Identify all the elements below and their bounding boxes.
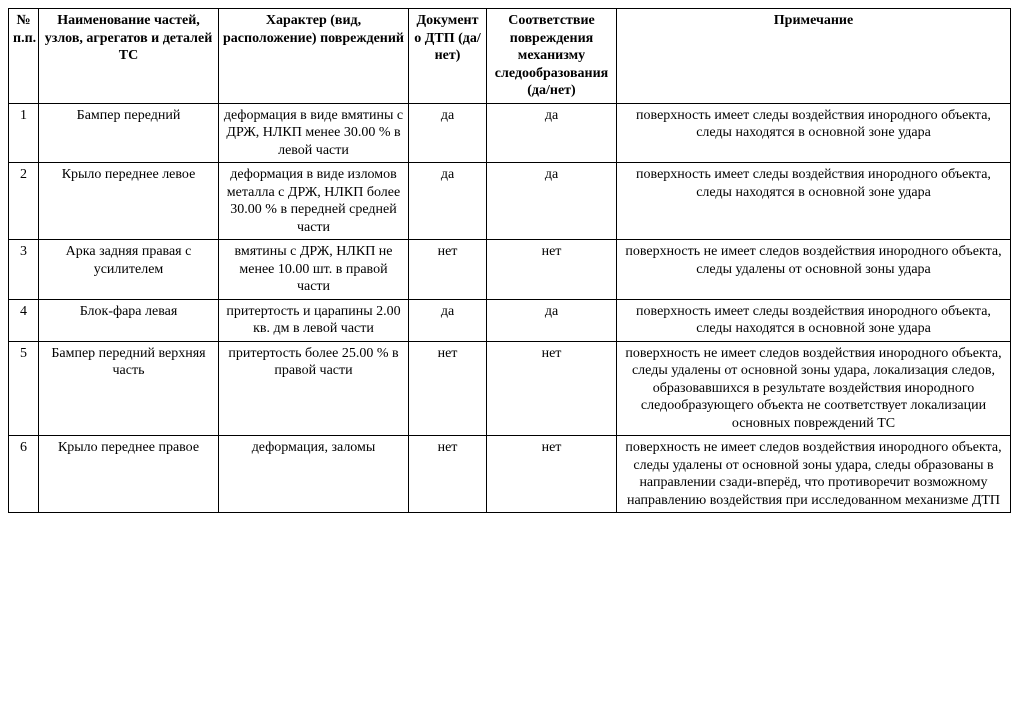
table-row: 4 Блок-фара левая притертость и царапины… [9,299,1011,341]
cell-doc: нет [409,341,487,436]
cell-damage: вмятины с ДРЖ, НЛКП не менее 10.00 шт. в… [219,240,409,300]
table-header-row: № п.п. Наименование частей, узлов, агрег… [9,9,1011,104]
cell-note: поверхность имеет следы воздействия инор… [617,163,1011,240]
table-row: 3 Арка задняя правая с усилителем вмятин… [9,240,1011,300]
cell-num: 4 [9,299,39,341]
cell-part: Бампер передний верхняя часть [39,341,219,436]
cell-mech: нет [487,240,617,300]
table-row: 5 Бампер передний верхняя часть притерто… [9,341,1011,436]
cell-mech: да [487,163,617,240]
cell-note: поверхность не имеет следов воздействия … [617,240,1011,300]
cell-damage: притертость более 25.00 % в правой части [219,341,409,436]
cell-doc: нет [409,436,487,513]
cell-note: поверхность не имеет следов воздействия … [617,341,1011,436]
cell-damage: притертость и царапины 2.00 кв. дм в лев… [219,299,409,341]
cell-damage: деформация в виде вмятины с ДРЖ, НЛКП ме… [219,103,409,163]
cell-damage: деформация, заломы [219,436,409,513]
col-header-damage: Характер (вид, расположение) повреждений [219,9,409,104]
col-header-mech: Соответствие повреждения механизму следо… [487,9,617,104]
cell-doc: нет [409,240,487,300]
col-header-doc: Документ о ДТП (да/нет) [409,9,487,104]
cell-part: Бампер передний [39,103,219,163]
cell-num: 5 [9,341,39,436]
table-row: 2 Крыло переднее левое деформация в виде… [9,163,1011,240]
cell-num: 1 [9,103,39,163]
cell-part: Крыло переднее левое [39,163,219,240]
cell-part: Арка задняя правая с усилителем [39,240,219,300]
cell-part: Блок-фара левая [39,299,219,341]
cell-damage: деформация в виде изломов металла с ДРЖ,… [219,163,409,240]
table-row: 1 Бампер передний деформация в виде вмят… [9,103,1011,163]
cell-mech: нет [487,341,617,436]
table-row: 6 Крыло переднее правое деформация, зало… [9,436,1011,513]
col-header-note: Примечание [617,9,1011,104]
cell-mech: нет [487,436,617,513]
cell-part: Крыло переднее правое [39,436,219,513]
cell-mech: да [487,103,617,163]
damage-table: № п.п. Наименование частей, узлов, агрег… [8,8,1011,513]
cell-mech: да [487,299,617,341]
col-header-part: Наименование частей, узлов, агрегатов и … [39,9,219,104]
cell-doc: да [409,163,487,240]
cell-note: поверхность не имеет следов воздействия … [617,436,1011,513]
cell-num: 6 [9,436,39,513]
cell-note: поверхность имеет следы воздействия инор… [617,103,1011,163]
cell-num: 2 [9,163,39,240]
col-header-num: № п.п. [9,9,39,104]
cell-doc: да [409,299,487,341]
cell-note: поверхность имеет следы воздействия инор… [617,299,1011,341]
cell-num: 3 [9,240,39,300]
cell-doc: да [409,103,487,163]
